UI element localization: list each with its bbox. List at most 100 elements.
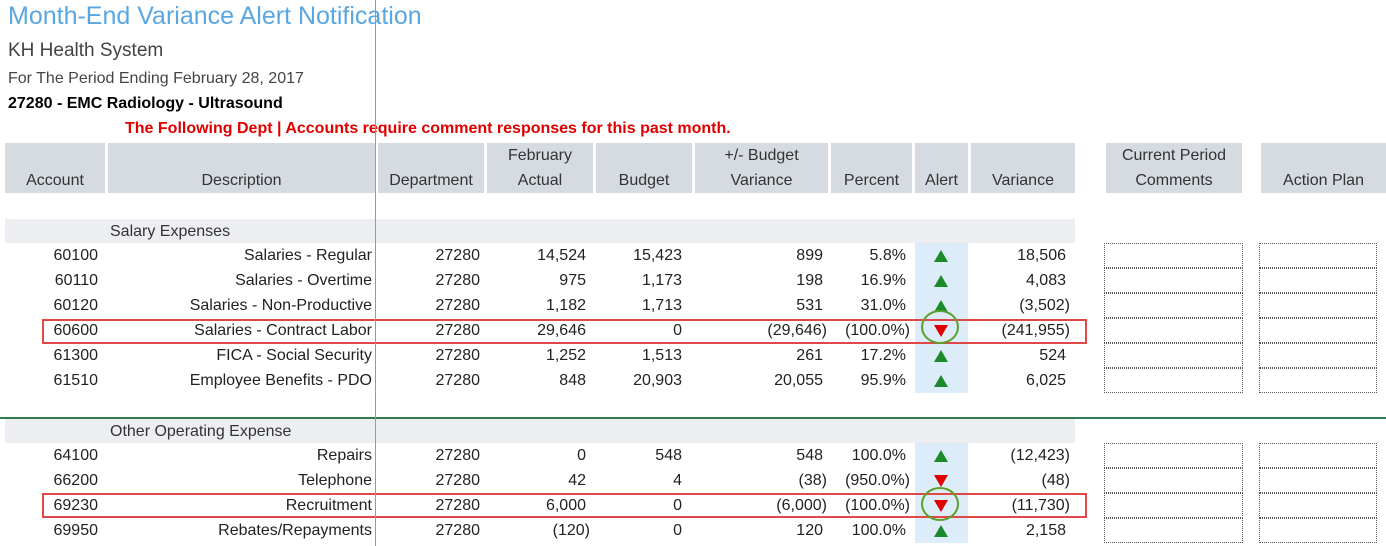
alert-up [934, 350, 948, 362]
cell-text: 548 [655, 447, 682, 464]
cell-text: 64100 [53, 447, 99, 464]
cell-text: 95.9% [860, 372, 906, 389]
cell-text: 16.9% [860, 272, 906, 289]
action-box [1259, 468, 1377, 493]
section-name: Other Operating Expense [110, 423, 292, 440]
cell-text: Salaries - Regular [243, 247, 372, 264]
column-header: Current Period Comments [1106, 143, 1242, 193]
cell-text: (100.0%) [845, 322, 910, 339]
cell-text: Rebates/Repayments [218, 522, 372, 539]
cell-text: 1,252 [545, 347, 586, 364]
action-box [1259, 293, 1377, 318]
cell-text: (11,730) [1011, 497, 1070, 514]
cell-text: Repairs [316, 447, 372, 464]
highlight-circle [921, 487, 959, 521]
cell-text: 899 [796, 247, 823, 264]
cell-text: 27280 [435, 272, 481, 289]
comment-box [1104, 318, 1243, 343]
cell-text: 20,903 [633, 372, 682, 389]
cell-text: Salaries - Contract Labor [194, 322, 372, 339]
cell-text: 69950 [53, 522, 99, 539]
cell-text: 60600 [53, 322, 99, 339]
alert-down [934, 475, 948, 487]
alert-up [934, 300, 948, 312]
cell-text: 1,173 [641, 272, 682, 289]
cell-text: 27280 [435, 297, 481, 314]
cell-text: 1,182 [545, 297, 586, 314]
cell-text: 0 [577, 447, 586, 464]
column-header: Description [108, 143, 375, 193]
cell-text: (12,423) [1010, 447, 1070, 464]
cell-text: 100.0% [851, 522, 906, 539]
cell-text: 27280 [435, 322, 481, 339]
cell-text: 29,646 [537, 322, 586, 339]
cell-text: 548 [796, 447, 823, 464]
cell-text: 31.0% [860, 297, 906, 314]
cell-text: 848 [559, 372, 586, 389]
title: Month-End Variance Alert Notification [8, 2, 422, 30]
cell-text: 27280 [435, 522, 481, 539]
cell-text: 61300 [53, 347, 99, 364]
cell-text: (950.0%) [845, 472, 910, 489]
cell-text: Recruitment [285, 497, 372, 514]
cell-text: 6,025 [1025, 372, 1066, 389]
cell-text: 1,713 [641, 297, 682, 314]
cell-text: 5.8% [869, 247, 906, 264]
action-box [1259, 368, 1377, 393]
cell-text: 1,513 [641, 347, 682, 364]
cell-text: (3,502) [1019, 297, 1070, 314]
alert-up [934, 450, 948, 462]
comment-box [1104, 268, 1243, 293]
cell-text: 4 [673, 472, 682, 489]
cell-text: (100.0%) [845, 497, 910, 514]
organization: KH Health System [8, 40, 164, 61]
cell-text: 27280 [435, 247, 481, 264]
period: For The Period Ending February 28, 2017 [8, 70, 304, 87]
cell-text: (38) [798, 472, 827, 489]
comment-box [1104, 243, 1243, 268]
cell-text: 17.2% [860, 347, 906, 364]
action-box [1259, 268, 1377, 293]
cell-text: 2,158 [1025, 522, 1066, 539]
cell-text: 66200 [53, 472, 99, 489]
frozen-pane-line [375, 0, 376, 546]
column-header: Percent [831, 143, 912, 193]
cell-text: 524 [1039, 347, 1066, 364]
cell-text: 61510 [53, 372, 99, 389]
action-box [1259, 243, 1377, 268]
column-header: Account [5, 143, 105, 193]
column-header: Budget [596, 143, 692, 193]
cell-text: 198 [796, 272, 823, 289]
cell-text: 60120 [53, 297, 99, 314]
department: 27280 - EMC Radiology - Ultrasound [8, 95, 283, 112]
cell-text: 27280 [435, 497, 481, 514]
cell-text: 27280 [435, 447, 481, 464]
alert-up [934, 525, 948, 537]
section-divider [0, 417, 1386, 419]
notice: The Following Dept | Accounts require co… [125, 120, 731, 137]
column-header: February Actual [487, 143, 593, 193]
cell-text: 0 [673, 522, 682, 539]
action-box [1259, 518, 1377, 543]
cell-text: (6,000) [776, 497, 827, 514]
cell-text: (48) [1041, 472, 1070, 489]
comment-box [1104, 368, 1243, 393]
cell-text: 20,055 [774, 372, 823, 389]
cell-text: 69230 [53, 497, 99, 514]
section-band [5, 219, 1075, 243]
column-header: Alert [915, 143, 968, 193]
cell-text: 4,083 [1025, 272, 1066, 289]
cell-text: 42 [568, 472, 586, 489]
cell-text: Salaries - Overtime [235, 272, 372, 289]
cell-text: 6,000 [545, 497, 586, 514]
cell-text: 120 [796, 522, 823, 539]
cell-text: Telephone [298, 472, 372, 489]
cell-text: FICA - Social Security [216, 347, 372, 364]
action-box [1259, 343, 1377, 368]
cell-text: 0 [673, 322, 682, 339]
cell-text: 0 [673, 497, 682, 514]
comment-box [1104, 343, 1243, 368]
action-box [1259, 318, 1377, 343]
cell-text: 531 [796, 297, 823, 314]
